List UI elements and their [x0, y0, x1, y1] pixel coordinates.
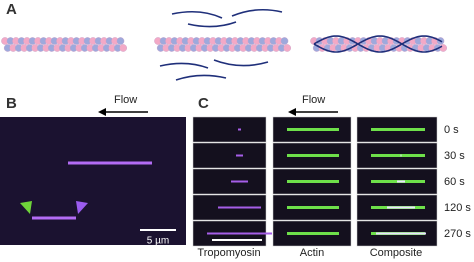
bead: [280, 37, 289, 45]
micrograph: [192, 116, 267, 143]
tropomyosin: [159, 62, 209, 69]
column-label: Actin: [300, 247, 324, 259]
flow-arrowhead: [288, 108, 296, 116]
panel-label: B: [6, 95, 17, 112]
bead: [439, 44, 448, 52]
flow-arrowhead: [98, 108, 106, 116]
flow-label: Flow: [302, 94, 325, 106]
column-label: Composite: [370, 247, 423, 259]
tropomyosin: [171, 10, 223, 19]
marker: [20, 201, 32, 214]
bead: [283, 44, 292, 52]
time-label: 0 s: [444, 124, 459, 136]
panel-label: A: [6, 1, 17, 18]
tropomyosin: [175, 74, 227, 81]
micrograph: [192, 142, 267, 169]
tropomyosin: [313, 35, 443, 53]
time-label: 60 s: [444, 176, 465, 188]
marker: [76, 201, 88, 214]
filaments: [1, 8, 448, 81]
time-label: 30 s: [444, 150, 465, 162]
column-label: Tropomyosin: [197, 247, 260, 259]
panel-label: C: [198, 95, 209, 112]
tropomyosin: [187, 21, 237, 28]
time-label: 120 s: [444, 202, 471, 214]
micrograph: [0, 117, 186, 245]
tropomyosin: [231, 8, 283, 17]
micrograph: [192, 168, 267, 195]
time-series: 0 s 30 s 60 s 120 s 270 s Tropomyosin Actin Com…: [192, 116, 471, 259]
bead: [116, 37, 125, 45]
flow-label: Flow: [114, 94, 137, 106]
time-label: 270 s: [444, 228, 471, 240]
tropomyosin: [213, 59, 269, 67]
bead: [119, 44, 127, 52]
tropomyosin: [313, 35, 443, 53]
scale-label: 5 µm: [147, 236, 169, 247]
